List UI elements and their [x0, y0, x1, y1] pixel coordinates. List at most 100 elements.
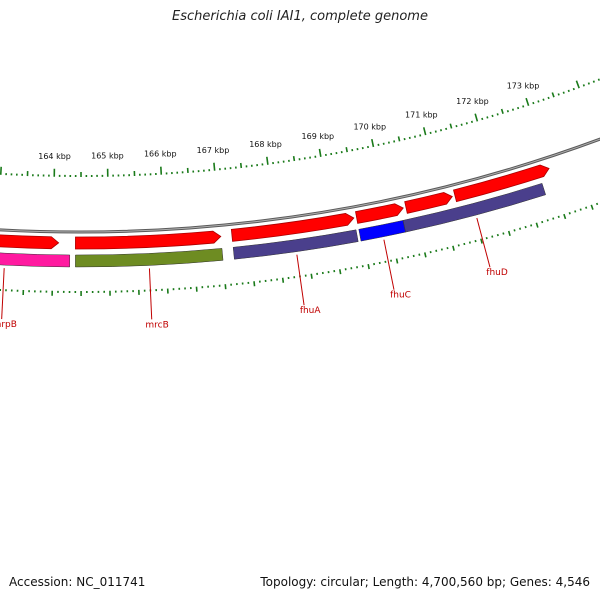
- genome-summary: Topology: circular; Length: 4,700,560 bp…: [260, 575, 590, 589]
- outer-tick: [338, 269, 342, 275]
- gene-leader-line: [1, 268, 5, 320]
- gene-feature-fhuA: [232, 229, 359, 260]
- gene-feature-mrcB: [75, 248, 224, 268]
- gene-label-fhuD: fhuD: [486, 268, 508, 278]
- outer-tick: [496, 233, 499, 237]
- outer-tick: [574, 210, 577, 213]
- inner-tick: [500, 108, 504, 115]
- inner-tick: [460, 123, 463, 126]
- inner-tick: [449, 123, 453, 129]
- inner-tick: [522, 105, 525, 108]
- inner-tick: [292, 155, 296, 162]
- inner-tick: [486, 116, 489, 119]
- cds-arrow: [0, 234, 60, 250]
- outer-tick: [474, 239, 477, 243]
- inner-tick: [575, 80, 580, 89]
- inner-tick: [567, 89, 570, 93]
- gene-feature-fhuC: [358, 220, 406, 242]
- gene-leader-line: [296, 254, 305, 306]
- inner-tick: [572, 87, 575, 91]
- outer-tick: [585, 206, 588, 209]
- outer-tick: [535, 222, 539, 228]
- inner-tick: [345, 147, 348, 153]
- gene-leader-line: [476, 217, 491, 268]
- inner-tick: [239, 162, 243, 169]
- inner-tick: [465, 122, 468, 125]
- cds-arrow: [453, 164, 550, 203]
- inner-tick: [525, 97, 530, 106]
- kbp-label: 165 kbp: [91, 152, 124, 161]
- outer-tick: [557, 215, 560, 219]
- gene-label-mrcB: mrcB: [145, 320, 168, 330]
- kbp-label: 164 kbp: [38, 152, 71, 161]
- inner-tick: [470, 120, 474, 124]
- outer-tick: [452, 245, 455, 251]
- inner-tick: [371, 138, 375, 148]
- inner-tick: [481, 117, 484, 121]
- gene-label-fhuC: fhuC: [390, 291, 411, 301]
- outer-tick: [491, 235, 494, 238]
- inner-tick: [445, 127, 448, 131]
- outer-tick: [507, 230, 511, 237]
- kbp-label: 173 kbp: [507, 82, 540, 91]
- gene-feature-fhuD: [402, 183, 546, 233]
- outer-tick: [590, 204, 594, 210]
- map-title: Escherichia coli IAI1, complete genome: [172, 9, 428, 24]
- outer-tick: [524, 225, 527, 229]
- inner-tick: [587, 82, 590, 85]
- kbp-label: 166 kbp: [144, 150, 177, 159]
- inner-tick: [496, 113, 499, 116]
- inner-tick: [506, 110, 509, 113]
- outer-tick: [281, 277, 285, 283]
- gene-label-fhuA: fhuA: [300, 306, 322, 316]
- inner-tick: [532, 101, 535, 105]
- inner-tick: [474, 113, 479, 122]
- inner-tick: [397, 136, 401, 142]
- inner-tick: [582, 84, 585, 87]
- gene-feature-hrpB: [0, 252, 71, 268]
- gene-label-hrpB: hrpB: [0, 320, 17, 330]
- outer-tick: [546, 219, 549, 222]
- accession-label: Accession: NC_011741: [9, 575, 146, 589]
- outer-tick: [502, 232, 505, 235]
- cds-arrow: [75, 230, 222, 250]
- inner-tick: [557, 93, 560, 96]
- outer-tick: [253, 281, 256, 287]
- outer-tick: [480, 238, 483, 244]
- kbp-label: 170 kbp: [353, 122, 386, 131]
- cds-arrow: [355, 203, 404, 224]
- cds-arrow: [404, 192, 453, 214]
- outer-tick: [519, 227, 522, 230]
- outer-tick: [541, 220, 544, 224]
- outer-tick: [579, 208, 582, 211]
- outer-tick: [552, 217, 555, 220]
- kbp-label: 172 kbp: [456, 97, 489, 106]
- inner-tick: [537, 100, 540, 103]
- outer-tick: [563, 213, 567, 220]
- kbp-label: 168 kbp: [249, 140, 282, 149]
- outer-tick: [568, 212, 571, 215]
- inner-tick: [542, 98, 545, 101]
- kbp-label: 169 kbp: [302, 132, 335, 141]
- outer-tick: [367, 264, 370, 270]
- kbp-label: 167 kbp: [197, 146, 230, 155]
- inner-tick: [562, 91, 565, 94]
- inner-tick: [213, 162, 216, 171]
- outer-tick: [513, 229, 516, 232]
- outer-tick: [310, 273, 313, 279]
- inner-tick: [266, 156, 269, 165]
- outer-tick: [485, 236, 488, 240]
- outer-tick: [395, 258, 399, 264]
- gene-leader-line: [148, 268, 153, 320]
- inner-tick: [318, 148, 322, 157]
- inner-tick: [491, 114, 494, 118]
- outer-tick: [530, 224, 533, 227]
- cds-arrow: [230, 213, 355, 242]
- kbp-label: 171 kbp: [405, 111, 438, 120]
- inner-tick: [517, 106, 520, 110]
- backbone-highlight: [0, 138, 600, 233]
- inner-tick: [551, 92, 555, 98]
- gene-leader-line: [383, 239, 395, 290]
- outer-tick: [596, 202, 599, 206]
